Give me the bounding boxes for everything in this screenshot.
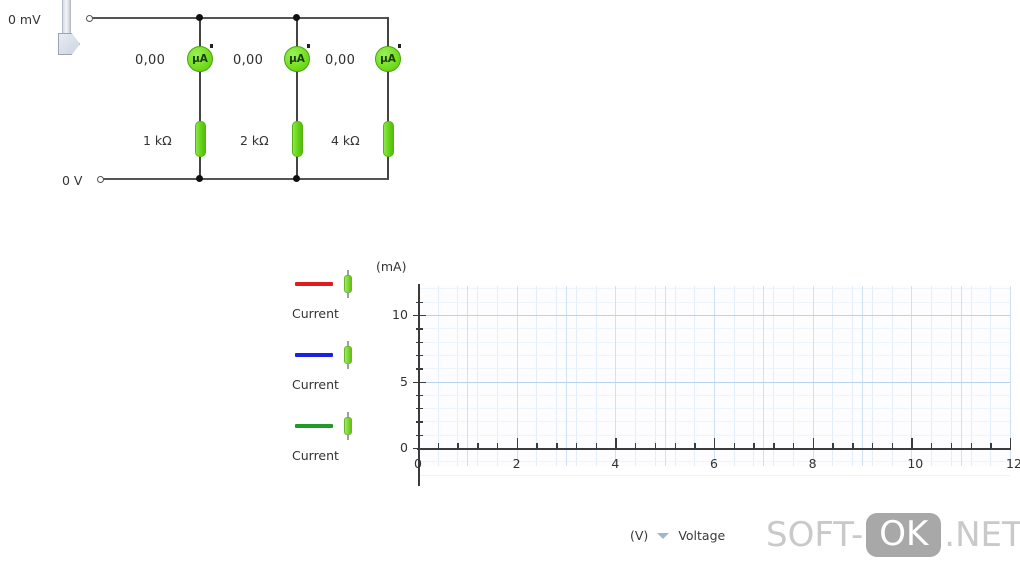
watermark-pre: SOFT- — [766, 515, 864, 555]
ammeter-terminal-dot — [306, 44, 310, 48]
junction-node — [196, 175, 203, 182]
y-axis-line — [418, 284, 420, 486]
resistor-3[interactable] — [383, 121, 394, 157]
legend-item[interactable]: Current — [288, 410, 378, 481]
x-axis-unit: (V) — [630, 528, 649, 543]
source-top-label: 0 mV — [8, 12, 41, 27]
resistor-2[interactable] — [292, 121, 303, 157]
legend-label: Current — [292, 448, 339, 463]
y-tick-label: 10 — [392, 307, 408, 322]
ammeter-label: µA — [289, 53, 305, 65]
junction-node — [196, 14, 203, 21]
x-tick-label: 6 — [710, 456, 718, 471]
ammeter-2[interactable]: µA — [284, 44, 310, 72]
legend-item[interactable]: Current — [288, 268, 378, 339]
ammeter-label: µA — [192, 53, 208, 65]
top-rail-wire — [92, 17, 389, 19]
y-tick-label: 0 — [400, 440, 408, 455]
y-axis-unit: (mA) — [376, 259, 407, 274]
resistor-1[interactable] — [195, 121, 206, 157]
current-reading-1: 0,00 — [135, 53, 166, 68]
watermark: SOFT- OK .NET — [766, 513, 1020, 557]
junction-node — [293, 14, 300, 21]
circuit-diagram: 0 mV 0 V 0,00 µA 1 kΩ 0,00 µA 2 kΩ 0,00 … — [0, 0, 440, 200]
junction-node — [293, 175, 300, 182]
resistor-label-1: 1 kΩ — [143, 133, 172, 148]
voltage-source-stem — [62, 0, 71, 38]
branch-wire-3 — [387, 17, 389, 179]
legend-color-swatch — [295, 353, 333, 357]
voltage-slider-handle[interactable] — [58, 33, 80, 55]
legend-color-swatch — [295, 424, 333, 428]
y-tick-label: 5 — [400, 373, 408, 389]
chevron-down-icon[interactable] — [657, 532, 670, 539]
legend-label: Current — [292, 306, 339, 321]
ammeter-label: µA — [380, 53, 396, 65]
ammeter-3[interactable]: µA — [375, 44, 401, 72]
branch-wire-1 — [199, 17, 201, 179]
ammeter-terminal-dot — [209, 44, 213, 48]
legend-label: Current — [292, 377, 339, 392]
x-tick-label: 12 — [1006, 456, 1020, 471]
resistor-icon — [344, 270, 352, 298]
ammeter-1[interactable]: µA — [187, 44, 213, 72]
legend-color-swatch — [295, 282, 333, 286]
legend-item[interactable]: Current — [288, 339, 378, 410]
chart-legend: Current Current Current — [288, 268, 378, 481]
bottom-rail-wire — [103, 178, 389, 180]
current-reading-2: 0,00 — [233, 53, 264, 68]
watermark-box: OK — [866, 513, 942, 557]
ammeter-terminal-dot — [397, 44, 401, 48]
x-tick-label: 10 — [907, 456, 924, 471]
source-bottom-label: 0 V — [62, 173, 83, 188]
x-axis-quantity-label: Voltage — [678, 528, 726, 543]
x-tick-label: 4 — [611, 456, 620, 471]
resistor-label-3: 4 kΩ — [331, 133, 360, 148]
current-reading-3: 0,00 — [325, 53, 356, 68]
resistor-label-2: 2 kΩ — [240, 133, 269, 148]
x-tick-label: 8 — [808, 456, 817, 471]
resistor-icon — [344, 412, 352, 440]
x-tick-label: 0 — [414, 456, 422, 471]
x-tick-label: 2 — [512, 456, 521, 471]
branch-wire-2 — [296, 17, 298, 179]
x-axis-selector[interactable]: (V) Voltage — [630, 528, 725, 543]
current-voltage-plot — [412, 284, 1012, 486]
watermark-post: .NET — [944, 515, 1020, 555]
resistor-icon — [344, 341, 352, 369]
